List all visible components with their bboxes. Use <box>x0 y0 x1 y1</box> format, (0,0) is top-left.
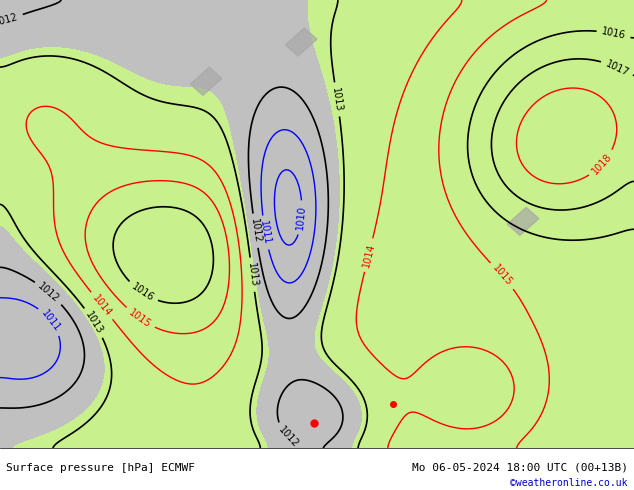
Text: 1013: 1013 <box>246 262 259 288</box>
Text: 1011: 1011 <box>39 308 62 334</box>
Text: Mo 06-05-2024 18:00 UTC (00+13B): Mo 06-05-2024 18:00 UTC (00+13B) <box>411 463 628 473</box>
Text: 1012: 1012 <box>36 281 61 304</box>
Text: 1010: 1010 <box>295 205 307 230</box>
Text: ©weatheronline.co.uk: ©weatheronline.co.uk <box>510 478 628 488</box>
Text: 1013: 1013 <box>330 87 344 112</box>
Text: 1015: 1015 <box>127 307 153 330</box>
Text: 1017: 1017 <box>604 58 630 78</box>
Text: 1012: 1012 <box>0 12 20 28</box>
Text: 1011: 1011 <box>258 220 272 245</box>
Text: 1012: 1012 <box>276 424 301 449</box>
Polygon shape <box>507 207 539 235</box>
Text: 1015: 1015 <box>490 263 514 288</box>
Text: 1013: 1013 <box>83 310 105 336</box>
Text: 1014: 1014 <box>90 293 113 318</box>
Text: 1018: 1018 <box>590 151 614 176</box>
Polygon shape <box>285 28 317 56</box>
Text: 1016: 1016 <box>129 282 155 304</box>
Text: 1012: 1012 <box>249 218 262 244</box>
Polygon shape <box>190 67 222 95</box>
Text: Surface pressure [hPa] ECMWF: Surface pressure [hPa] ECMWF <box>6 463 195 473</box>
Text: 1016: 1016 <box>600 26 626 41</box>
Text: 1014: 1014 <box>361 242 377 268</box>
